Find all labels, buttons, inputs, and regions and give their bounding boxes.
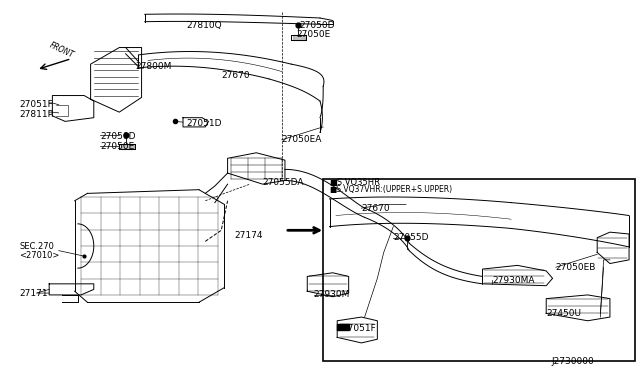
Text: ■S.VQ35HR: ■S.VQ35HR [330,178,381,187]
Polygon shape [337,324,349,330]
Polygon shape [120,144,134,149]
Polygon shape [292,35,305,40]
Text: 27174: 27174 [234,231,262,240]
Text: 27051F: 27051F [19,100,53,109]
Text: 27050D: 27050D [300,21,335,30]
Text: 27930MA: 27930MA [492,276,534,285]
Text: 27050E: 27050E [100,142,134,151]
Text: 27811P: 27811P [19,109,53,119]
Text: 27051F: 27051F [342,324,376,333]
Text: 27670: 27670 [362,203,390,213]
Text: 27050E: 27050E [296,30,331,39]
Text: 27055DA: 27055DA [262,178,304,187]
Text: ■S.VQ37VHR:(UPPER+S.UPPER): ■S.VQ37VHR:(UPPER+S.UPPER) [330,185,452,194]
Text: J2730000: J2730000 [551,357,594,366]
Text: 27450U: 27450U [546,309,581,318]
Text: 27670: 27670 [221,71,250,80]
Text: <27010>: <27010> [19,251,60,260]
Text: FRONT: FRONT [48,40,76,60]
Text: 27171: 27171 [19,289,48,298]
Text: 27930M: 27930M [314,291,350,299]
Text: SEC.270: SEC.270 [19,243,54,251]
Text: 27055D: 27055D [394,233,429,242]
Text: 27050EB: 27050EB [556,263,596,272]
Text: 27810Q: 27810Q [186,21,222,30]
Text: 27050EA: 27050EA [282,135,322,144]
Text: 27050D: 27050D [100,132,136,141]
Text: 27800M: 27800M [135,61,172,71]
Text: 27051D: 27051D [186,119,221,128]
Bar [323,179,636,361]
